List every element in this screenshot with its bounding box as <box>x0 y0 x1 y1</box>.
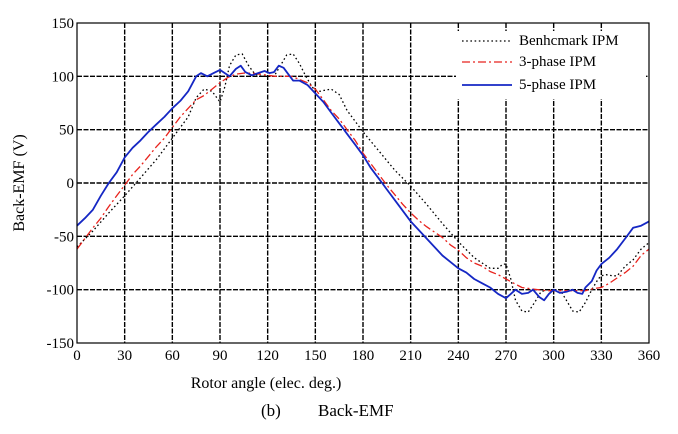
y-axis-label: Back-EMF (V) <box>11 134 28 231</box>
x-tick-label: 150 <box>304 348 327 364</box>
x-tick-label: 180 <box>352 348 375 364</box>
y-tick-label: 0 <box>67 176 75 192</box>
plot-frame <box>76 22 650 344</box>
x-tick-label: 120 <box>256 348 279 364</box>
series-lines <box>76 53 650 313</box>
y-tick-label: -50 <box>54 229 74 245</box>
y-tick-label: 50 <box>59 123 74 139</box>
x-tick-label: 0 <box>73 348 81 364</box>
y-tick-label: 100 <box>52 69 75 85</box>
x-tick-label: 210 <box>399 348 422 364</box>
x-tick-label: 90 <box>213 348 228 364</box>
x-tick-label: 300 <box>542 348 565 364</box>
x-tick-label: 270 <box>495 348 518 364</box>
y-tick-label: -100 <box>47 283 75 299</box>
series-line-1 <box>76 53 650 313</box>
x-tick-label: 240 <box>447 348 470 364</box>
legend-background <box>456 31 646 99</box>
y-tick-label: 150 <box>52 16 75 32</box>
x-tick-labels: 0 30 60 90 120 150 180 210 240 270 300 330 360 <box>73 348 660 364</box>
y-tick-label: -150 <box>47 336 75 352</box>
caption-tag: (b) <box>261 401 281 420</box>
x-axis-label: Rotor angle (elec. deg.) <box>191 375 342 392</box>
x-tick-label: 330 <box>590 348 613 364</box>
series-line-3 <box>76 64 650 302</box>
x-tick-label: 30 <box>117 348 132 364</box>
legend-label-2: 3-phase IPM <box>519 54 596 70</box>
caption-text: Back-EMF <box>318 401 394 420</box>
x-tick-label: 60 <box>165 348 180 364</box>
legend-label-3: 5-phase IPM <box>519 77 596 93</box>
x-tick-label: 360 <box>638 348 661 364</box>
legend-label-1: Benhcmark IPM <box>519 33 619 49</box>
y-tick-labels: 150 100 50 0 -50 -100 -150 <box>47 16 75 352</box>
legend: Benhcmark IPM 3-phase IPM 5-phase IPM <box>456 31 646 99</box>
